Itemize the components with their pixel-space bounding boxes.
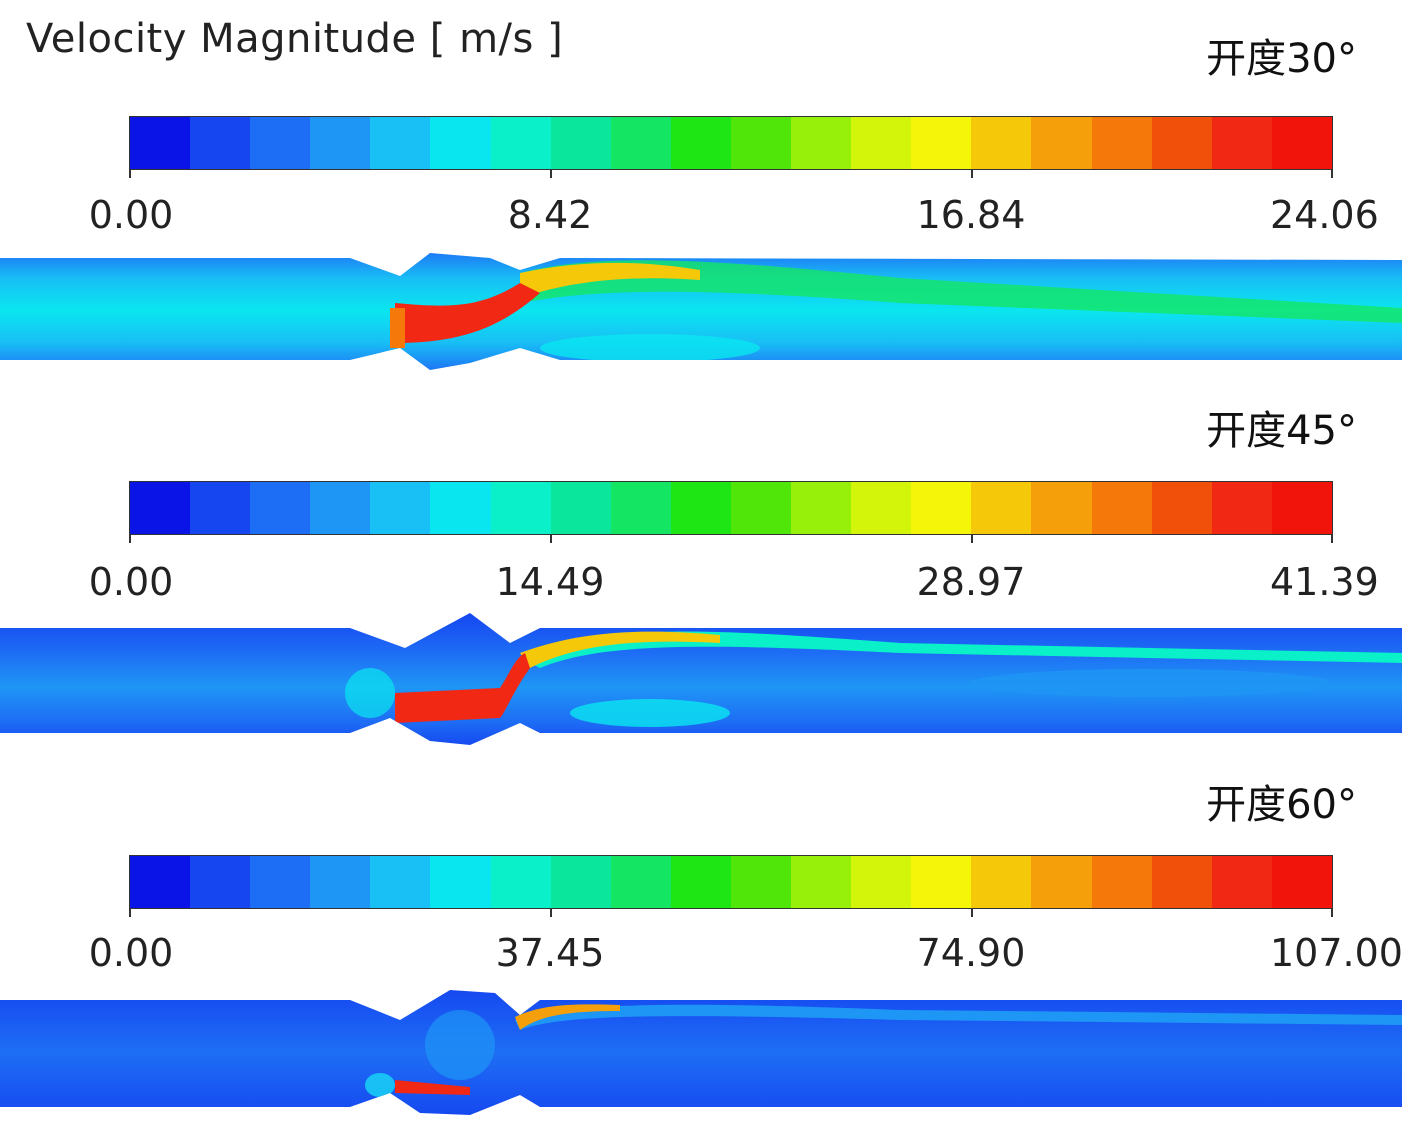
colorbar-tick <box>129 535 131 543</box>
colorbar-segment <box>971 117 1032 169</box>
colorbar-segment <box>670 856 731 908</box>
colorbar-segment <box>310 482 371 534</box>
colorbar-45 <box>129 481 1333 535</box>
tick-label-max: 24.06 <box>1270 193 1379 237</box>
colorbar-tick <box>129 170 131 178</box>
colorbar-segment <box>730 482 792 534</box>
colorbar-segment <box>130 482 191 534</box>
tick-label-max: 107.00 <box>1270 931 1403 975</box>
colorbar-segment <box>1031 482 1092 534</box>
tick-label-min: 0.00 <box>88 931 174 975</box>
tick-label-2: 28.97 <box>916 560 1026 604</box>
colorbar-segment <box>1271 117 1332 169</box>
tick-label-min: 0.00 <box>88 193 174 237</box>
colorbar-segment <box>130 856 191 908</box>
colorbar-segment <box>791 117 852 169</box>
colorbar-segment <box>550 117 611 169</box>
colorbar-segment <box>430 117 491 169</box>
colorbar-segment <box>250 117 311 169</box>
colorbar-segment <box>430 856 491 908</box>
colorbar-segment <box>1031 856 1092 908</box>
colorbar-segment <box>310 117 371 169</box>
colorbar-segment <box>370 856 431 908</box>
colorbar-tick <box>550 535 552 543</box>
flow-field-45 <box>0 613 1402 745</box>
colorbar-segment <box>310 856 371 908</box>
colorbar-segment <box>791 856 852 908</box>
colorbar-segment <box>791 482 852 534</box>
colorbar-segment <box>1091 856 1152 908</box>
colorbar-segment <box>971 482 1032 534</box>
colorbar-segment <box>190 856 251 908</box>
colorbar-segment <box>490 856 551 908</box>
colorbar-tick <box>550 170 552 178</box>
colorbar-segment <box>1031 117 1092 169</box>
colorbar-segment <box>190 117 251 169</box>
colorbar-segment <box>1151 117 1212 169</box>
colorbar-30 <box>129 116 1333 170</box>
colorbar-segment <box>550 856 611 908</box>
colorbar-segment <box>1211 856 1272 908</box>
colorbar-segment <box>851 856 912 908</box>
colorbar-segment <box>610 482 671 534</box>
colorbar-segment <box>1271 856 1332 908</box>
colorbar-segment <box>851 482 912 534</box>
colorbar-segment <box>610 856 671 908</box>
colorbar-segment <box>1091 482 1152 534</box>
colorbar-segment <box>370 117 431 169</box>
colorbar-segment <box>250 482 311 534</box>
colorbar-segment <box>911 856 972 908</box>
tick-label-1: 8.42 <box>507 193 593 237</box>
colorbar-tick <box>971 909 973 917</box>
colorbar-title: Velocity Magnitude [ m/s ] <box>26 16 564 62</box>
colorbar-segment <box>1211 117 1272 169</box>
colorbar-segment <box>130 117 191 169</box>
colorbar-segment <box>250 856 311 908</box>
colorbar-segment <box>1091 117 1152 169</box>
colorbar-segment <box>670 482 731 534</box>
tick-label-min: 0.00 <box>88 560 174 604</box>
colorbar-segment <box>670 117 731 169</box>
colorbar-segment <box>911 117 972 169</box>
colorbar-segment <box>1151 482 1212 534</box>
colorbar-segment <box>730 856 792 908</box>
colorbar-segment <box>370 482 431 534</box>
colorbar-tick <box>129 909 131 917</box>
panel-label-45: 开度45° <box>1206 408 1357 454</box>
colorbar-segment <box>851 117 912 169</box>
colorbar-segment <box>1151 856 1212 908</box>
colorbar-segment <box>911 482 972 534</box>
colorbar-segment <box>430 482 491 534</box>
colorbar-tick <box>1331 909 1333 917</box>
colorbar-segment <box>1211 482 1272 534</box>
colorbar-segment <box>971 856 1032 908</box>
colorbar-tick <box>971 535 973 543</box>
colorbar-segment <box>610 117 671 169</box>
colorbar-segment <box>190 482 251 534</box>
colorbar-segment <box>490 117 551 169</box>
tick-label-2: 16.84 <box>916 193 1026 237</box>
colorbar-60 <box>129 855 1333 909</box>
colorbar-tick <box>1331 535 1333 543</box>
tick-label-2: 74.90 <box>916 931 1026 975</box>
panel-label-30: 开度30° <box>1206 36 1357 82</box>
colorbar-segment <box>1271 482 1332 534</box>
tick-label-1: 37.45 <box>495 931 605 975</box>
colorbar-tick <box>550 909 552 917</box>
colorbar-tick <box>971 170 973 178</box>
colorbar-segment <box>550 482 611 534</box>
flow-field-60 <box>0 990 1402 1115</box>
flow-field-30 <box>0 253 1402 370</box>
colorbar-segment <box>490 482 551 534</box>
tick-label-1: 14.49 <box>495 560 605 604</box>
panel-label-60: 开度60° <box>1206 782 1357 828</box>
colorbar-segment <box>730 117 792 169</box>
colorbar-tick <box>1331 170 1333 178</box>
tick-label-max: 41.39 <box>1270 560 1379 604</box>
